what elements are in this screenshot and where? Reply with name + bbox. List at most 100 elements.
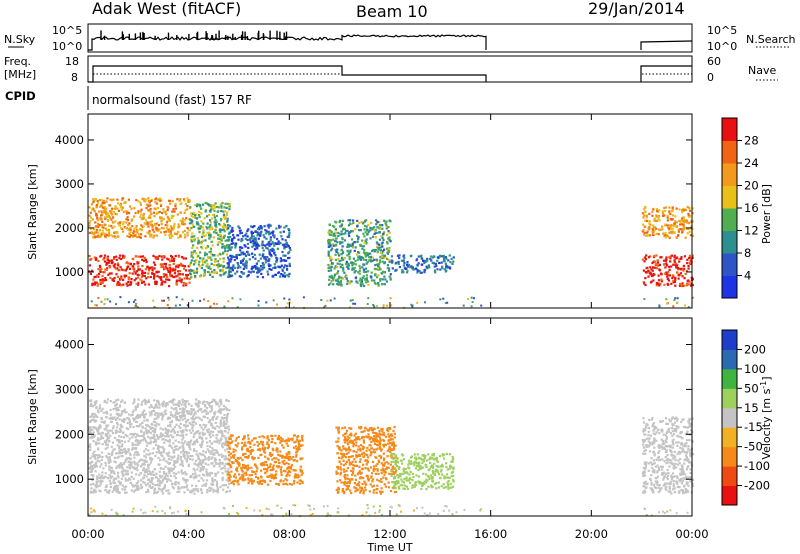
- echo-cell: [195, 453, 198, 456]
- echo-cell: [642, 229, 645, 232]
- echo-cell: [115, 412, 118, 415]
- power-colorbar-tick-label: 4: [744, 269, 751, 283]
- echo-cell: [188, 429, 191, 432]
- echo-cell: [193, 275, 197, 278]
- echo-cell: [364, 267, 368, 270]
- echo-cell: [671, 276, 674, 280]
- echo-cell: [199, 453, 202, 456]
- echo-cell: [164, 465, 167, 468]
- echo-cell: [152, 447, 155, 450]
- echo-cell: [129, 423, 132, 426]
- echo-cell: [182, 442, 185, 445]
- echo-cell: [99, 235, 102, 238]
- echo-cell: [115, 404, 118, 407]
- echo-cell: [166, 220, 169, 223]
- echo-cell: [341, 263, 344, 266]
- echo-cell: [123, 488, 127, 491]
- echo-cell: [247, 246, 250, 249]
- echo-cell: [140, 224, 143, 227]
- echo-cell: [272, 464, 275, 467]
- echo-cell: [288, 233, 291, 236]
- echo-cell: [181, 431, 184, 434]
- echo-cell: [288, 298, 291, 301]
- echo-cell: [351, 245, 354, 248]
- echo-cell: [390, 255, 394, 258]
- echo-cell: [175, 472, 178, 475]
- echo-cell: [170, 400, 173, 403]
- echo-cell: [234, 458, 237, 461]
- echo-cell: [261, 276, 265, 279]
- echo-cell: [213, 216, 216, 219]
- echo-cell: [671, 232, 674, 235]
- echo-cell: [237, 479, 240, 482]
- echo-cell: [184, 424, 187, 427]
- echo-cell: [157, 444, 160, 448]
- echo-cell: [378, 454, 381, 457]
- echo-cell: [161, 405, 164, 408]
- echo-cell: [240, 469, 243, 472]
- echo-cell: [356, 240, 359, 243]
- echo-cell: [115, 213, 119, 216]
- echo-cell: [106, 477, 110, 480]
- echo-cell: [93, 231, 97, 234]
- echo-cell: [201, 226, 204, 229]
- echo-cell: [107, 437, 110, 440]
- echo-cell: [178, 199, 181, 202]
- echo-cell: [226, 202, 229, 205]
- echo-cell: [656, 209, 659, 213]
- echo-cell: [206, 431, 209, 434]
- echo-cell: [208, 405, 212, 408]
- echo-cell: [293, 479, 296, 482]
- echo-cell: [139, 228, 142, 231]
- echo-cell: [161, 418, 164, 421]
- echo-cell: [149, 440, 152, 443]
- echo-cell: [377, 243, 381, 246]
- echo-cell: [154, 263, 157, 266]
- echo-cell: [254, 464, 257, 467]
- echo-cell: [228, 446, 231, 449]
- echo-cell: [97, 411, 100, 414]
- echo-cell: [126, 227, 129, 230]
- echo-cell: [286, 274, 289, 277]
- echo-cell: [232, 483, 235, 486]
- echo-cell: [644, 210, 647, 213]
- echo-cell: [99, 281, 102, 284]
- echo-cell: [169, 202, 172, 205]
- echo-cell: [92, 452, 95, 455]
- echo-cell: [125, 274, 128, 277]
- echo-cell: [205, 401, 209, 404]
- echo-cell: [338, 275, 341, 278]
- echo-cell: [665, 256, 668, 259]
- echo-cell: [175, 448, 178, 451]
- echo-cell: [167, 416, 170, 419]
- echo-cell: [103, 400, 106, 403]
- echo-cell: [280, 264, 283, 267]
- echo-cell: [223, 484, 226, 487]
- echo-cell: [261, 255, 265, 258]
- echo-cell: [173, 272, 177, 275]
- echo-cell: [194, 402, 197, 405]
- echo-cell: [244, 441, 247, 444]
- echo-cell: [298, 479, 301, 482]
- echo-cell: [151, 452, 154, 455]
- echo-cell: [258, 253, 261, 256]
- echo-cell: [212, 208, 215, 211]
- echo-cell: [167, 489, 170, 492]
- echo-cell: [198, 417, 202, 420]
- echo-cell: [153, 468, 156, 471]
- echo-cell: [144, 469, 147, 472]
- echo-cell: [264, 446, 267, 449]
- echo-cell: [233, 266, 236, 270]
- echo-cell: [229, 235, 232, 239]
- echo-cell: [213, 231, 216, 234]
- echo-cell: [94, 414, 97, 417]
- echo-cell: [219, 219, 222, 222]
- echo-cell: [186, 197, 189, 200]
- echo-cell: [651, 262, 654, 265]
- echo-cell: [185, 275, 188, 278]
- echo-cell: [213, 206, 216, 209]
- echo-cell: [271, 434, 274, 438]
- echo-cell: [235, 467, 238, 470]
- echo-cell: [229, 452, 232, 455]
- echo-cell: [211, 416, 215, 419]
